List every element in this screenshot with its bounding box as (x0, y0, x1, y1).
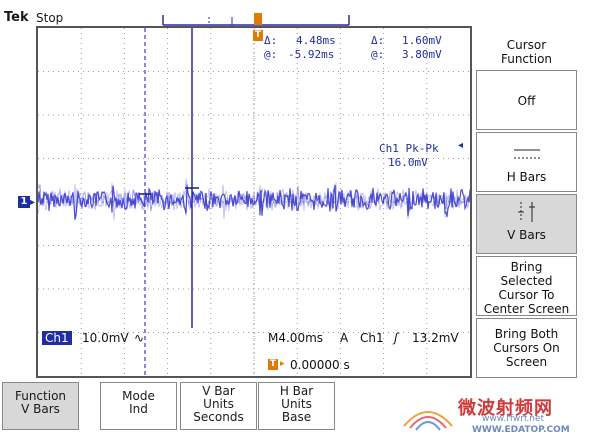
side-button-h-bars-label: H Bars (506, 170, 547, 184)
v-bars-icon (517, 202, 535, 222)
bottom-button-mode[interactable]: Mode Ind (100, 382, 177, 430)
side-button-v-bars[interactable]: V Bars (476, 194, 577, 254)
watermark: 微波射频网 www.rfwrf.net WWW.EDATOP.COM (400, 392, 600, 442)
trigger-level: 13.2mV (412, 331, 459, 345)
at-volt-label: @: (371, 48, 385, 61)
delta-time-readout: 4.48ms (296, 34, 336, 47)
graticule (38, 28, 470, 376)
side-button-off-label: Off (517, 94, 536, 108)
side-menu-title: Cursor Function (476, 28, 577, 68)
at-volt-readout: 3.80mV (402, 48, 442, 61)
waveform-trace (38, 178, 470, 218)
side-button-both-cursors[interactable]: Bring Both Cursors On Screen (476, 318, 577, 378)
trigger-source: Ch1 (360, 331, 384, 345)
measurement-name: Ch1 Pk-Pk (379, 142, 439, 155)
h-bars-icon (513, 149, 540, 159)
waveform-trace (38, 182, 470, 221)
trigger-position-readout: 0.00000 s (290, 358, 350, 372)
record-trigger-marker (254, 13, 262, 25)
bottom-button-function[interactable]: Function V Bars (2, 382, 79, 430)
bottom-button-h-bar-units[interactable]: H Bar Units Base (258, 382, 335, 430)
measurement-pointer-icon: ◂ (458, 140, 464, 151)
at-time-readout: -5.92ms (288, 48, 335, 61)
trigger-position-icon: T (268, 359, 278, 370)
brand-label: Tek (4, 10, 29, 25)
coupling-icon: ∿ (134, 331, 145, 345)
at-time-label: @: (264, 48, 278, 61)
channel-badge[interactable]: Ch1 (42, 331, 72, 345)
waveform-display[interactable]: T Δ: 4.48ms Δ: 1.60mV @: -5.92ms @: 3.80… (36, 26, 472, 378)
watermark-logo-icon (403, 411, 453, 431)
acquisition-state: Stop (36, 11, 64, 25)
delta-volt-label: Δ: (371, 34, 385, 47)
bottom-button-v-bar-units[interactable]: V Bar Units Seconds (180, 382, 257, 430)
timebase: M4.00ms (268, 331, 324, 345)
vertical-scale: 10.0mV (82, 331, 129, 345)
arrow-right-icon: ▸ (280, 359, 285, 369)
ch1-ground-marker[interactable]: 1 (18, 196, 30, 208)
delta-time-label: Δ: (264, 34, 278, 47)
side-button-h-bars[interactable]: H Bars (476, 132, 577, 192)
trigger-position-marker: T (253, 30, 263, 41)
waveform-trace (38, 184, 470, 220)
ch1-marker-arrow-icon: ▸ (30, 197, 36, 208)
delta-volt-readout: 1.60mV (402, 34, 442, 47)
trigger-slope-icon: ʃ (394, 331, 399, 345)
record-view-bar (162, 13, 350, 26)
acquisition-mode: A (340, 331, 349, 345)
side-button-off[interactable]: Off (476, 70, 577, 130)
measurement-value: 16.0mV (388, 156, 428, 169)
side-button-v-bars-label: V Bars (507, 228, 546, 242)
side-button-center-cursor[interactable]: Bring Selected Cursor To Center Screen (476, 256, 577, 316)
